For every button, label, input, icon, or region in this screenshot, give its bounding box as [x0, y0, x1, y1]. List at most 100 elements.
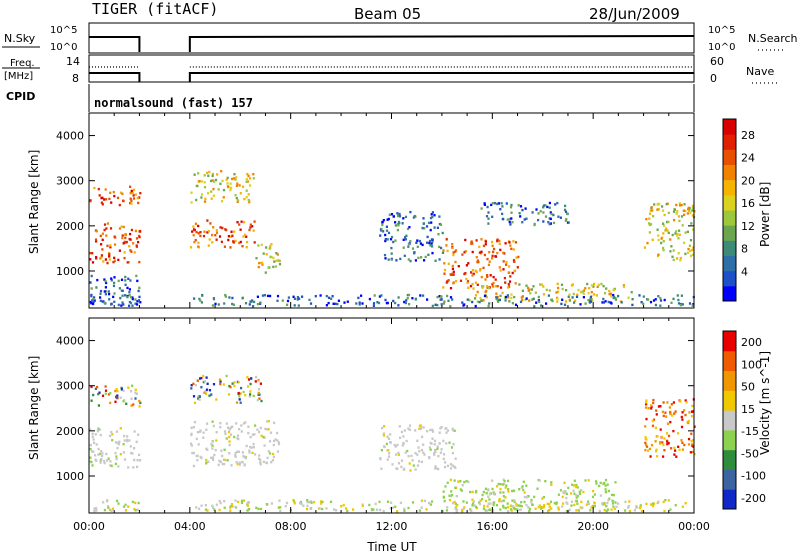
heatmap-cell [200, 376, 203, 380]
heatmap-cell [586, 282, 589, 286]
heatmap-cell [565, 509, 568, 513]
heatmap-cell [98, 452, 101, 456]
heatmap-cell [238, 184, 241, 187]
heatmap-cell [308, 298, 311, 302]
heatmap-cell [445, 431, 448, 434]
heatmap-cell [389, 433, 392, 436]
heatmap-cell [205, 428, 208, 431]
heatmap-cell [261, 294, 264, 297]
nsky-label: N.Sky [4, 32, 36, 45]
heatmap-cell [225, 178, 228, 181]
heatmap-cell [325, 304, 328, 307]
heatmap-cell [94, 433, 97, 436]
heatmap-cell [452, 251, 455, 254]
heatmap-cell [235, 184, 238, 187]
y-tick-label: 4000 [56, 335, 84, 348]
heatmap-cell [455, 508, 459, 511]
heatmap-cell [491, 244, 494, 247]
heatmap-cell [692, 303, 695, 306]
heatmap-cell [669, 508, 672, 511]
heatmap-cell [691, 214, 694, 217]
heatmap-cell [229, 505, 232, 508]
heatmap-cell [376, 508, 379, 511]
heatmap-cell [202, 431, 205, 434]
heatmap-cell [599, 481, 602, 485]
heatmap-cell [241, 451, 244, 454]
heatmap-cell [610, 295, 613, 298]
heatmap-cell [101, 232, 104, 235]
heatmap-cell [190, 426, 193, 429]
heatmap-cell [681, 441, 684, 444]
heatmap-cell [511, 499, 514, 502]
heatmap-cell [511, 505, 515, 508]
heatmap-cell [450, 446, 454, 449]
heatmap-cell [566, 212, 569, 215]
heatmap-cell [276, 439, 279, 442]
y-tick-label: 3000 [56, 175, 84, 188]
heatmap-cell [504, 299, 507, 302]
heatmap-cell [136, 459, 139, 462]
heatmap-cell [278, 259, 281, 263]
heatmap-cell [200, 193, 204, 196]
heatmap-cell [691, 204, 694, 208]
heatmap-cell [271, 459, 274, 462]
heatmap-cell [675, 455, 678, 458]
heatmap-cell [502, 260, 505, 263]
heatmap-cell [656, 435, 659, 438]
heatmap-cell [527, 286, 530, 290]
heatmap-cell [211, 506, 215, 509]
heatmap-cell [236, 437, 239, 440]
heatmap-cell [119, 396, 122, 399]
heatmap-cell [195, 230, 198, 234]
heatmap-cell [109, 191, 112, 194]
heatmap-cell [537, 212, 540, 215]
heatmap-cell [380, 467, 383, 470]
heatmap-cell [478, 502, 482, 506]
heatmap-cell [228, 440, 231, 443]
heatmap-cell [523, 218, 526, 221]
heatmap-cell [93, 299, 96, 302]
heatmap-cell [519, 215, 522, 218]
heatmap-cell [327, 296, 331, 299]
heatmap-cell [438, 258, 441, 261]
heatmap-cell [451, 298, 454, 301]
heatmap-cell [667, 434, 671, 438]
heatmap-cell [276, 294, 280, 298]
heatmap-cell [234, 454, 237, 457]
heatmap-cell [492, 250, 495, 254]
heatmap-cell [573, 479, 576, 482]
heatmap-cell [246, 240, 249, 244]
heatmap-cell [123, 240, 126, 244]
heatmap-cell [484, 509, 487, 512]
heatmap-cell [530, 288, 533, 291]
heatmap-cell [669, 250, 672, 253]
heatmap-cell [394, 505, 397, 508]
heatmap-cell [422, 294, 425, 297]
heatmap-cell [471, 504, 474, 507]
heatmap-cell [134, 193, 137, 196]
heatmap-cell [396, 510, 399, 513]
heatmap-cell [530, 498, 533, 502]
heatmap-cell [482, 299, 485, 302]
heatmap-cell [405, 299, 408, 302]
heatmap-cell [122, 443, 125, 446]
heatmap-cell [380, 294, 383, 297]
heatmap-cell [513, 507, 516, 510]
heatmap-cell [374, 502, 377, 506]
colorbar-swatch [723, 390, 736, 411]
heatmap-cell [380, 229, 383, 232]
heatmap-cell [559, 489, 563, 492]
heatmap-cell [673, 412, 676, 415]
heatmap-cell [93, 454, 97, 457]
radar-title: TIGER (fitACF) [92, 0, 218, 18]
heatmap-cell [248, 395, 251, 398]
heatmap-cell [262, 435, 265, 439]
heatmap-cell [223, 506, 226, 509]
heatmap-cell [461, 508, 464, 512]
heatmap-cell [200, 180, 203, 183]
heatmap-cell [124, 294, 127, 297]
heatmap-cell [690, 440, 693, 443]
heatmap-cell [453, 465, 456, 468]
heatmap-cell [474, 269, 477, 272]
heatmap-cell [387, 217, 390, 221]
